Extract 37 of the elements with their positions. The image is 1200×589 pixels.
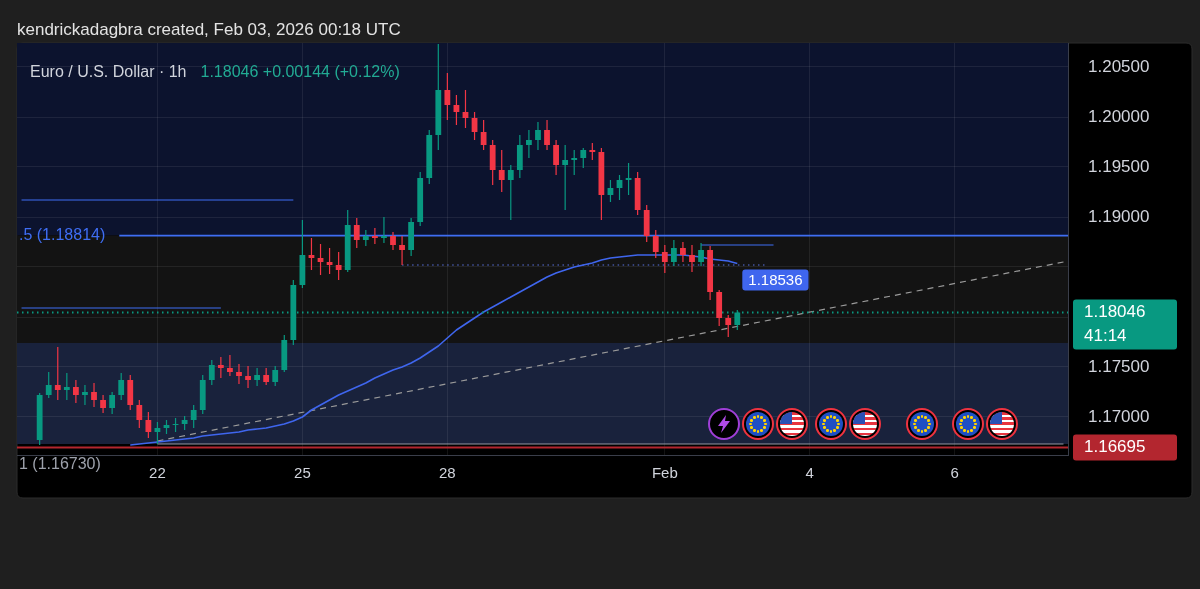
candlestick [535, 122, 541, 150]
text: 1.18046 +0.00144 (+0.12%) [200, 63, 400, 81]
annotation: .5 (1.18814) [19, 226, 106, 244]
y-tick-label: 1.20500 [1088, 56, 1150, 76]
candlestick [553, 140, 559, 175]
candlestick [82, 385, 88, 405]
candlestick [680, 242, 686, 262]
y-tick-label: 1.17500 [1088, 356, 1150, 376]
candlestick [254, 368, 260, 386]
candlestick [399, 236, 405, 265]
ref-line-label: 1.18046 41:14 [1084, 302, 1146, 346]
x-tick-label: 22 [149, 464, 166, 482]
x-tick-label: Feb [651, 464, 678, 482]
candlestick [390, 232, 396, 250]
data-label: 1.18536 [748, 270, 803, 288]
candlestick [698, 243, 704, 266]
text: kendrickadagbra created, Feb 03, 2026 00:18 UTC [17, 19, 401, 39]
y-tick-label: 1.19000 [1088, 206, 1150, 226]
candlestick [689, 245, 695, 272]
ref-line-label: 1.16695 [1084, 437, 1146, 457]
candlestick [381, 217, 387, 243]
candlestick [526, 130, 532, 158]
x-tick-label: 25 [294, 464, 311, 482]
candlestick [227, 355, 233, 376]
text: Euro / U.S. Dollar · 1h [30, 63, 187, 81]
y-tick-label: 1.17000 [1088, 406, 1150, 426]
y-tick-label: 1.20000 [1088, 106, 1150, 126]
candlestick [100, 395, 106, 413]
y-tick-label: 1.19500 [1088, 156, 1150, 176]
x-tick-label: 4 [805, 464, 814, 482]
annotation: 1 (1.16730) [19, 455, 101, 473]
candlestick [236, 364, 242, 384]
x-tick-label: 6 [950, 464, 959, 482]
candlestick [91, 383, 97, 407]
candlestick [544, 120, 550, 150]
x-tick-label: 28 [439, 464, 456, 482]
candlestick [245, 366, 251, 388]
